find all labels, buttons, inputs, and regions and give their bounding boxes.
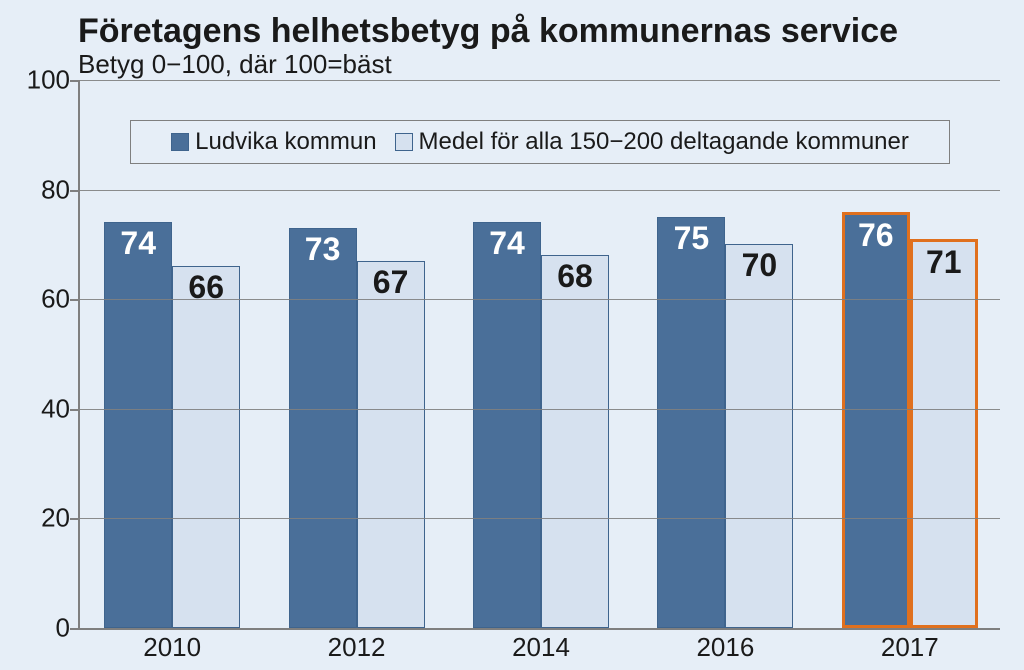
x-axis-label: 2014 bbox=[473, 632, 609, 663]
y-axis-label: 60 bbox=[20, 284, 70, 315]
y-tick bbox=[70, 628, 80, 630]
chart-container: Företagens helhetsbetyg på kommunernas s… bbox=[0, 0, 1024, 670]
bar: 66 bbox=[172, 266, 240, 628]
y-tick bbox=[70, 80, 80, 82]
title-block: Företagens helhetsbetyg på kommunernas s… bbox=[78, 12, 1004, 80]
y-tick bbox=[70, 299, 80, 301]
plot-zone: Ludvika kommun Medel för alla 150−200 de… bbox=[78, 80, 1000, 630]
bar: 73 bbox=[289, 228, 357, 628]
bar: 68 bbox=[541, 255, 609, 628]
x-axis-label: 2012 bbox=[289, 632, 425, 663]
bar-value-label: 68 bbox=[542, 258, 608, 295]
gridline bbox=[80, 299, 1000, 300]
x-axis-label: 2010 bbox=[104, 632, 240, 663]
bar: 70 bbox=[725, 244, 793, 628]
bar-value-label: 67 bbox=[358, 264, 424, 301]
y-tick bbox=[70, 518, 80, 520]
bar-value-label: 73 bbox=[290, 231, 356, 268]
gridline bbox=[80, 190, 1000, 191]
bar: 67 bbox=[357, 261, 425, 628]
bar: 75 bbox=[657, 217, 725, 628]
y-axis-label: 80 bbox=[20, 174, 70, 205]
bar-group: 74662010 bbox=[104, 80, 240, 628]
gridline bbox=[80, 518, 1000, 519]
bar-group: 73672012 bbox=[289, 80, 425, 628]
bar-value-label: 74 bbox=[474, 225, 540, 262]
y-axis-label: 20 bbox=[20, 503, 70, 534]
bar-value-label: 71 bbox=[913, 244, 975, 281]
chart-title: Företagens helhetsbetyg på kommunernas s… bbox=[78, 12, 1004, 51]
y-axis-label: 100 bbox=[20, 65, 70, 96]
plot-area: Ludvika kommun Medel för alla 150−200 de… bbox=[78, 80, 1000, 630]
gridline bbox=[80, 409, 1000, 410]
y-axis-label: 40 bbox=[20, 393, 70, 424]
bar-value-label: 70 bbox=[726, 247, 792, 284]
y-tick bbox=[70, 409, 80, 411]
x-axis-label: 2017 bbox=[842, 632, 978, 663]
bar-value-label: 66 bbox=[173, 269, 239, 306]
y-axis-label: 0 bbox=[20, 613, 70, 644]
bar-groups: 74662010 73672012 74682014 75702016 76712017 bbox=[80, 80, 1000, 628]
bar-value-label: 76 bbox=[845, 217, 907, 254]
bar-group: 75702016 bbox=[657, 80, 793, 628]
bar: 71 bbox=[910, 239, 978, 628]
bar: 74 bbox=[104, 222, 172, 628]
bar-value-label: 74 bbox=[105, 225, 171, 262]
bar-group: 74682014 bbox=[473, 80, 609, 628]
bar: 74 bbox=[473, 222, 541, 628]
bar-value-label: 75 bbox=[658, 220, 724, 257]
y-tick bbox=[70, 190, 80, 192]
chart-subtitle: Betyg 0−100, där 100=bäst bbox=[78, 49, 1004, 80]
bar: 76 bbox=[842, 212, 910, 628]
bar-group: 76712017 bbox=[842, 80, 978, 628]
gridline bbox=[80, 80, 1000, 81]
x-axis-label: 2016 bbox=[657, 632, 793, 663]
